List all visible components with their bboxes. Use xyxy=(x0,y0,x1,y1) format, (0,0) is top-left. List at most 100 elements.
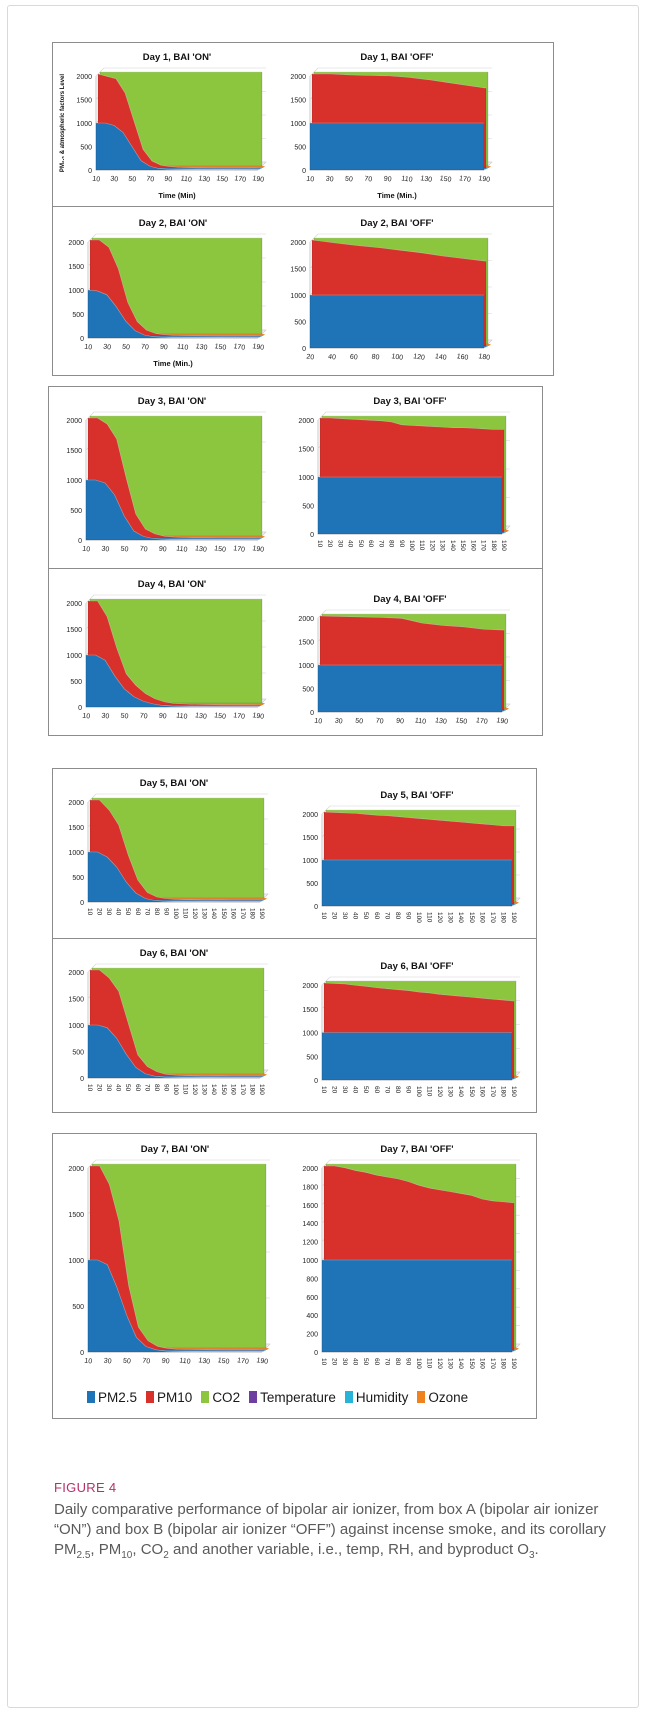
legend-label: CO2 xyxy=(212,1389,241,1405)
chart-day1-off: Day 1, BAI 'OFF' 0 500 1000 1500 2000 10 30 50 70… xyxy=(290,52,493,200)
x-tick-label: 130 xyxy=(439,540,446,551)
x-tick-label: 110 xyxy=(176,712,188,720)
x-tick-label: 110 xyxy=(414,717,426,725)
y-tick-label: 0 xyxy=(310,532,314,539)
x-tick-label: 90 xyxy=(162,908,169,916)
x-tick-label: 90 xyxy=(164,176,173,184)
x-axis-label: Time (Min.) xyxy=(377,191,417,200)
x-tick-label: 60 xyxy=(367,540,374,548)
x-tick-label: 130 xyxy=(195,343,208,352)
x-tick-label: 30 xyxy=(103,1358,112,1366)
x-tick-label: 150 xyxy=(216,175,229,184)
x-tick-label: 20 xyxy=(306,354,315,362)
chart-day7-on: Day 7, BAI 'ON' 0 500 1000 1500 2000 10 30 50 70 9… xyxy=(68,1144,271,1366)
x-tick-label: 90 xyxy=(159,344,168,352)
x-tick-label: 120 xyxy=(436,1086,443,1097)
y-tick-label: 600 xyxy=(306,1295,318,1302)
x-tick-label: 70 xyxy=(377,540,384,548)
chart-legend: PM2.5 PM10 CO2 Temperature Humidity Ozon… xyxy=(87,1385,507,1409)
x-tick-label: 50 xyxy=(123,1358,132,1366)
legend-item-humidity: Humidity xyxy=(344,1390,408,1405)
y-tick-label: 1500 xyxy=(298,447,314,454)
x-tick-label: 80 xyxy=(388,540,395,548)
x-tick-label: 180 xyxy=(248,908,255,919)
y-tick-label: 0 xyxy=(78,705,82,712)
x-tick-label: 30 xyxy=(103,344,112,352)
y-tick-label: 0 xyxy=(302,168,306,175)
x-tick-label: 180 xyxy=(499,1086,506,1097)
x-tick-label: 30 xyxy=(110,176,119,184)
x-tick-label: 30 xyxy=(105,908,112,916)
y-tick-label: 1500 xyxy=(290,267,306,274)
area-ridge xyxy=(88,1259,263,1353)
x-tick-label: 130 xyxy=(195,712,208,721)
area-ridge xyxy=(90,1165,265,1351)
chart-title: Day 6, BAI 'OFF' xyxy=(380,961,453,972)
x-tick-label: 30 xyxy=(341,912,348,920)
x-tick-label: 50 xyxy=(120,546,129,554)
area-ridge xyxy=(86,479,259,541)
x-tick-label: 160 xyxy=(478,1086,485,1097)
y-tick-label: 2000 xyxy=(290,74,306,81)
x-tick-label: 140 xyxy=(457,1358,464,1369)
y-tick-label: 1000 xyxy=(298,475,314,482)
x-tick-label: 20 xyxy=(326,540,333,548)
y-tick-label: 1000 xyxy=(68,1023,84,1030)
x-tick-label: 130 xyxy=(420,175,433,184)
legend-swatch xyxy=(344,1391,353,1403)
chart-title: Day 2, BAI 'OFF' xyxy=(360,218,433,229)
x-tick-label: 90 xyxy=(396,718,405,726)
x-tick-label: 40 xyxy=(115,908,122,916)
area-pm25 xyxy=(317,476,503,535)
area-ridge xyxy=(311,239,487,262)
y-tick-label: 1500 xyxy=(66,627,82,634)
y-tick-label: 2000 xyxy=(302,1166,318,1173)
x-tick-label: 50 xyxy=(362,1358,369,1366)
legend-swatch xyxy=(146,1391,155,1403)
caption-text: and another variable, i.e., temp, RH, an… xyxy=(168,1541,529,1558)
x-tick-label: 190 xyxy=(510,912,517,923)
x-tick-label: 160 xyxy=(229,1084,236,1095)
area-ridge xyxy=(90,969,262,1077)
legend-item-co2: CO2 xyxy=(201,1390,240,1405)
x-tick-label: 150 xyxy=(214,545,227,554)
panel-group-2-divider xyxy=(48,568,543,569)
y-tick-label: 1500 xyxy=(68,825,84,832)
y-tick-label: 1800 xyxy=(302,1184,318,1191)
chart-title: Day 7, BAI 'ON' xyxy=(141,1144,209,1155)
x-tick-label: 50 xyxy=(128,176,137,184)
x-tick-label: 70 xyxy=(364,176,373,184)
x-tick-label: 60 xyxy=(373,912,380,920)
x-tick-label: 60 xyxy=(349,354,358,362)
x-tick-label: 170 xyxy=(489,912,496,923)
y-tick-label: 500 xyxy=(72,875,84,882)
x-tick-label: 40 xyxy=(347,540,354,548)
y-tick-label: 2000 xyxy=(66,601,82,608)
x-tick-label: 90 xyxy=(158,713,167,721)
x-tick-label: 170 xyxy=(489,1086,496,1097)
y-tick-label: 0 xyxy=(302,346,306,353)
x-tick-label: 180 xyxy=(499,1358,506,1369)
x-tick-label: 180 xyxy=(499,912,506,923)
x-tick-label: 110 xyxy=(426,1086,433,1097)
x-tick-label: 150 xyxy=(468,912,475,923)
x-tick-label: 120 xyxy=(436,912,443,923)
x-tick-label: 120 xyxy=(413,353,426,362)
x-tick-label: 10 xyxy=(84,344,93,352)
y-tick-label: 500 xyxy=(72,1050,84,1057)
chart-title: Day 6, BAI 'ON' xyxy=(140,948,208,959)
y-tick-label: 2000 xyxy=(298,418,314,425)
x-tick-label: 70 xyxy=(142,1358,151,1366)
x-tick-label: 20 xyxy=(96,1084,103,1092)
x-tick-label: 190 xyxy=(258,1084,265,1095)
x-tick-label: 170 xyxy=(233,712,246,721)
x-tick-label: 160 xyxy=(478,912,485,923)
y-tick-label: 0 xyxy=(78,538,82,545)
x-tick-label: 190 xyxy=(252,343,265,352)
chart-day6-off: Day 6, BAI 'OFF' 0 500 1000 1500 2000 10 20 30 40… xyxy=(302,961,521,1097)
chart-title: Day 1, BAI 'OFF' xyxy=(360,52,433,63)
y-tick-label: 1000 xyxy=(68,288,84,295)
x-tick-label: 120 xyxy=(191,908,198,919)
x-tick-label: 170 xyxy=(475,717,488,726)
chart-day2-on: Day 2, BAI 'ON' 0 500 1000 1500 2000 10 30 50 70 9… xyxy=(68,218,267,368)
